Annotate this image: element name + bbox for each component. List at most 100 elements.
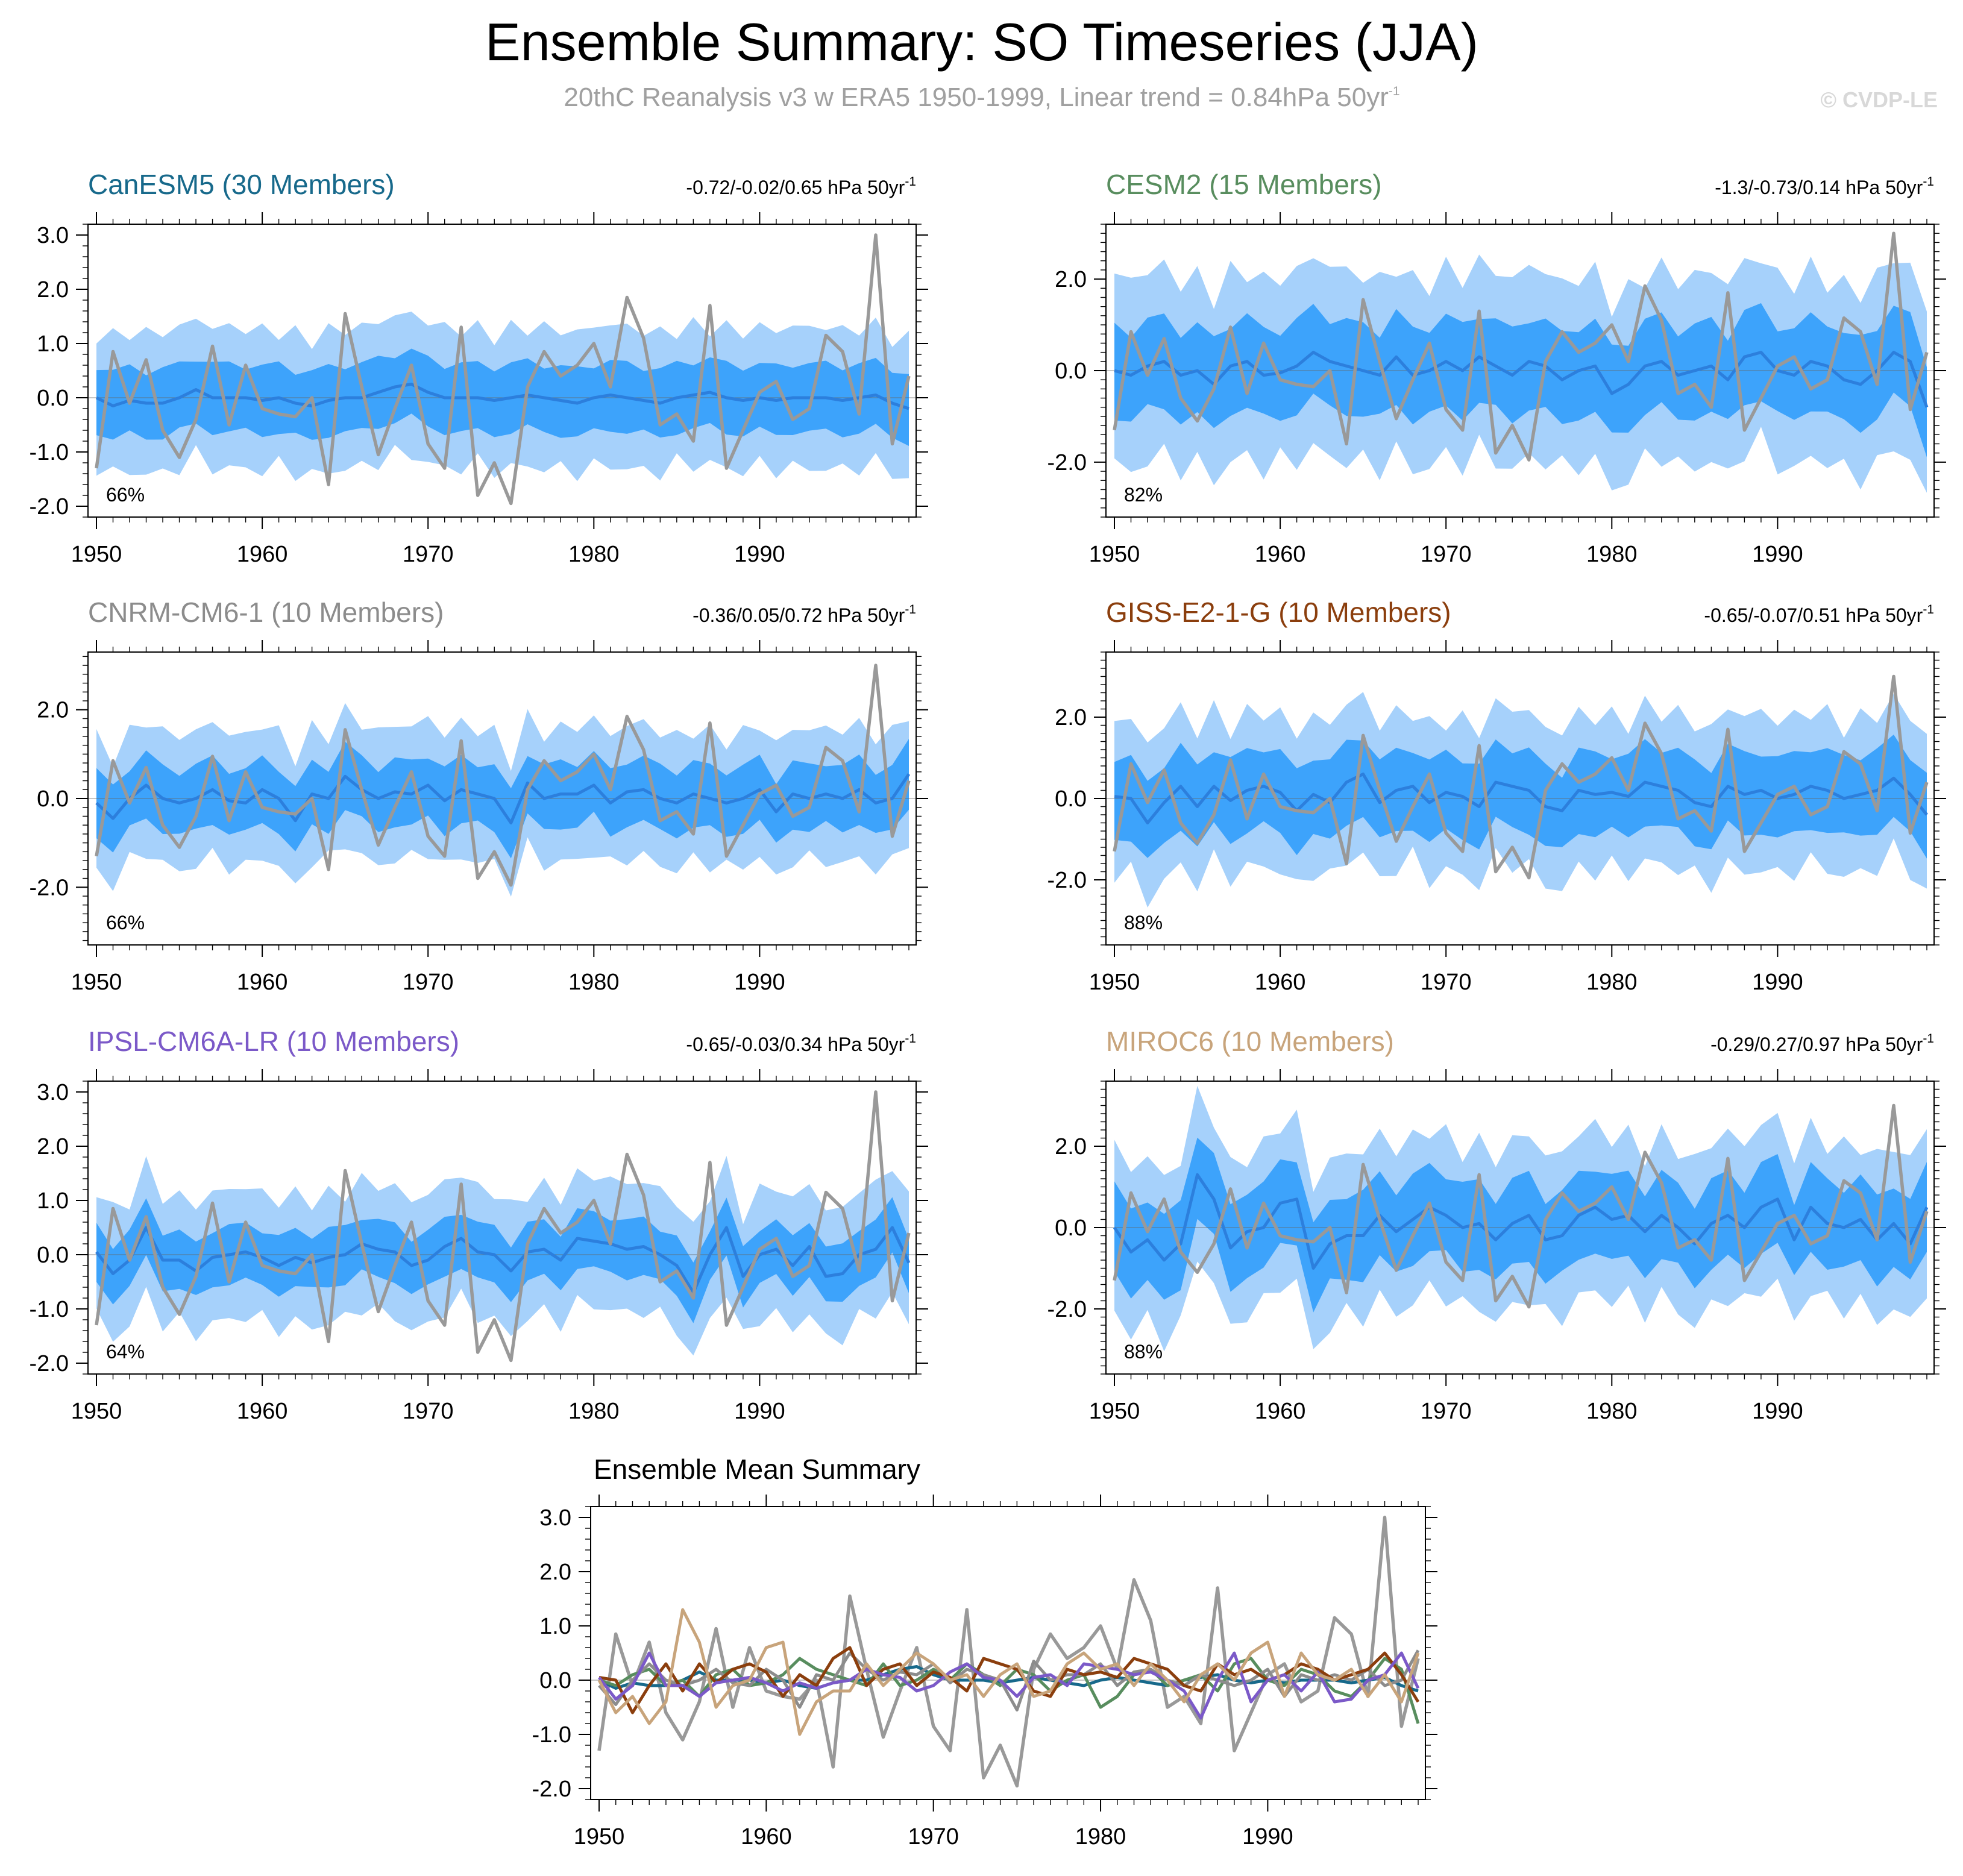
trend-text: -0.36/0.05/0.72 hPa 50yr xyxy=(693,604,905,626)
y-tick-label: 1.0 xyxy=(37,1188,69,1214)
panel-trend-range: -0.65/-0.07/0.51 hPa 50yr-1 xyxy=(1704,603,1934,626)
y-tick-label: -1.0 xyxy=(30,1297,69,1322)
figure-title: Ensemble Summary: SO Timeseries (JJA) xyxy=(485,12,1478,72)
y-tick-label: 2.0 xyxy=(539,1560,571,1585)
panel-title: CanESM5 (30 Members) xyxy=(88,169,395,200)
panel-title: IPSL-CM6A-LR (10 Members) xyxy=(88,1026,459,1057)
y-tick-label: 2.0 xyxy=(1055,1134,1087,1159)
y-tick-label: 0.0 xyxy=(1055,1216,1087,1241)
x-tick-label: 1970 xyxy=(403,970,454,995)
y-tick-label: 2.0 xyxy=(37,1134,69,1159)
x-tick-label: 1980 xyxy=(1586,1399,1638,1424)
x-tick-label: 1960 xyxy=(237,542,288,567)
y-tick-label: -2.0 xyxy=(30,1351,69,1376)
percent-label: 88% xyxy=(1124,912,1163,933)
observed-line xyxy=(1113,674,1929,880)
x-tick-label: 1980 xyxy=(568,542,620,567)
ensemble-mean-line xyxy=(95,383,909,410)
y-tick-label: 3.0 xyxy=(37,223,69,248)
trend-superscript: -1 xyxy=(1923,1032,1934,1046)
y-tick-label: -1.0 xyxy=(30,440,69,465)
x-tick-label: 1980 xyxy=(568,970,620,995)
panel-trend-range: -0.29/0.27/0.97 hPa 50yr-1 xyxy=(1710,1032,1934,1055)
trend-superscript: -1 xyxy=(905,175,916,189)
y-tick-label: 2.0 xyxy=(1055,267,1087,292)
panel-cesm2: CESM2 (15 Members) -1.3/-0.73/0.14 hPa 50… xyxy=(1047,169,1946,567)
x-tick-label: 1960 xyxy=(1255,970,1306,995)
observed-line xyxy=(95,233,911,506)
x-tick-label: 1960 xyxy=(237,1399,288,1424)
plot-frame xyxy=(87,1081,917,1375)
plot-frame xyxy=(87,224,917,518)
panel-miroc6: MIROC6 (10 Members) -0.29/0.27/0.97 hPa 5… xyxy=(1047,1026,1946,1424)
percent-label: 66% xyxy=(106,484,145,506)
y-tick-label: -2.0 xyxy=(1047,1297,1087,1322)
x-tick-label: 1950 xyxy=(1089,1399,1140,1424)
y-tick-label: -2.0 xyxy=(1047,868,1087,893)
y-tick-label: 3.0 xyxy=(37,1080,69,1105)
y-tick-label: -2.0 xyxy=(1047,450,1087,475)
summary-title: Ensemble Mean Summary xyxy=(594,1454,920,1485)
inner-spread-band xyxy=(96,1197,909,1323)
panel-trend-range: -0.36/0.05/0.72 hPa 50yr-1 xyxy=(693,603,916,626)
trend-text: -1.3/-0.73/0.14 hPa 50yr xyxy=(1715,177,1923,198)
observed-line xyxy=(95,664,911,887)
y-tick-label: 0.0 xyxy=(37,786,69,812)
percent-label: 66% xyxy=(106,912,145,933)
y-tick-label: 0.0 xyxy=(539,1668,571,1693)
credit-watermark: © CVDP-LE xyxy=(1820,87,1938,112)
panel-title: GISS-E2-1-G (10 Members) xyxy=(1106,597,1451,628)
figure-subtitle: 20thC Reanalysis v3 w ERA5 1950-1999, Li… xyxy=(564,83,1399,112)
percent-label: 88% xyxy=(1124,1341,1163,1363)
inner-spread-band xyxy=(96,348,909,446)
inner-spread-band xyxy=(1114,735,1927,859)
x-tick-label: 1970 xyxy=(1421,542,1472,567)
panel-trend-range: -0.72/-0.02/0.65 hPa 50yr-1 xyxy=(686,175,916,198)
x-tick-label: 1990 xyxy=(734,542,785,567)
trend-superscript: -1 xyxy=(905,1032,916,1046)
x-tick-label: 1990 xyxy=(1752,542,1803,567)
y-tick-label: 1.0 xyxy=(37,331,69,357)
observed-line xyxy=(1113,231,1929,462)
mean-line-miroc6 xyxy=(597,1608,1420,1736)
y-tick-label: 0.0 xyxy=(1055,359,1087,384)
y-tick-label: 0.0 xyxy=(37,1243,69,1268)
y-tick-label: -2.0 xyxy=(30,494,69,519)
trend-superscript: -1 xyxy=(1923,603,1934,616)
x-tick-label: 1990 xyxy=(734,970,785,995)
x-tick-label: 1980 xyxy=(1075,1824,1126,1849)
x-tick-label: 1990 xyxy=(1752,970,1803,995)
ensemble-mean-line xyxy=(95,1226,911,1294)
x-tick-label: 1980 xyxy=(1586,542,1638,567)
panel-title: CESM2 (15 Members) xyxy=(1106,169,1382,200)
panel-cnrm-cm6-1: CNRM-CM6-1 (10 Members) -0.36/0.05/0.72 h… xyxy=(30,597,928,995)
ensemble-mean-line xyxy=(95,773,911,824)
x-tick-label: 1990 xyxy=(1242,1824,1293,1849)
x-tick-label: 1960 xyxy=(1255,1399,1306,1424)
x-tick-label: 1950 xyxy=(1089,542,1140,567)
x-tick-label: 1950 xyxy=(71,970,122,995)
y-tick-label: -1.0 xyxy=(532,1722,571,1748)
x-tick-label: 1960 xyxy=(1255,542,1306,567)
observed-line xyxy=(95,1090,911,1363)
y-tick-label: 2.0 xyxy=(1055,705,1087,730)
observed-line xyxy=(597,1516,1420,1788)
x-tick-label: 1990 xyxy=(1752,1399,1803,1424)
ensemble-mean-line xyxy=(1114,351,1929,408)
panel-trend-range: -0.65/-0.03/0.34 hPa 50yr-1 xyxy=(686,1032,916,1055)
ensemble-mean-summary-panel: Ensemble Mean Summary 1950 1960 1970 1980 199… xyxy=(532,1454,1437,1849)
panels: CanESM5 (30 Members) -0.72/-0.02/0.65 hPa… xyxy=(30,169,1946,1424)
x-tick-label: 1950 xyxy=(1089,970,1140,995)
x-tick-label: 1990 xyxy=(734,1399,785,1424)
panel-ipsl-cm6a-lr: IPSL-CM6A-LR (10 Members) -0.65/-0.03/0.3… xyxy=(30,1026,928,1424)
y-tick-label: 0.0 xyxy=(37,386,69,411)
inner-spread-band xyxy=(1114,303,1927,457)
y-tick-label: -2.0 xyxy=(30,875,69,900)
y-tick-label: 0.0 xyxy=(1055,786,1087,812)
panel-trend-range: -1.3/-0.73/0.14 hPa 50yr-1 xyxy=(1715,175,1934,198)
panel-giss-e2-1-g: GISS-E2-1-G (10 Members) -0.65/-0.07/0.51… xyxy=(1047,597,1946,995)
percent-label: 64% xyxy=(106,1341,145,1363)
mean-line-ipsl-cm6a-lr xyxy=(598,1651,1420,1720)
panel-canesm5: CanESM5 (30 Members) -0.72/-0.02/0.65 hPa… xyxy=(30,169,928,567)
